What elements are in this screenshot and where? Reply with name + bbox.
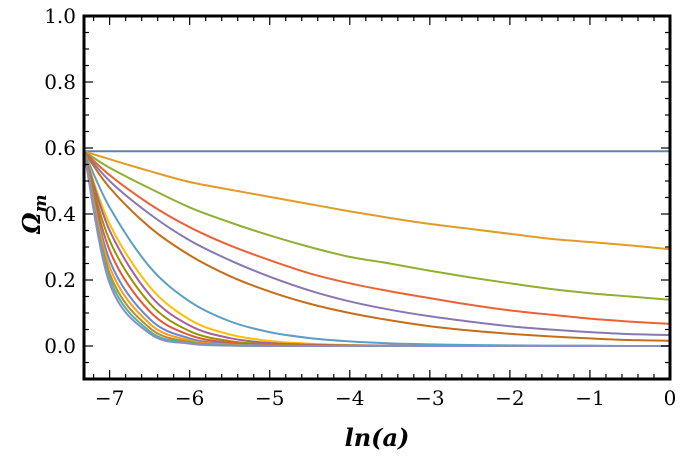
x-tick-label: −5 bbox=[255, 386, 284, 410]
series-line-4 bbox=[84, 150, 670, 325]
series-line-8 bbox=[84, 150, 670, 348]
series-line-15 bbox=[84, 151, 670, 348]
y-tick-label: 0.8 bbox=[44, 70, 76, 94]
x-tick-label: −1 bbox=[575, 386, 604, 410]
series-line-3 bbox=[84, 150, 670, 301]
series-line-11 bbox=[84, 151, 670, 348]
series-line-16 bbox=[84, 151, 670, 348]
series-line-13 bbox=[84, 151, 670, 348]
y-tick-label: 0.0 bbox=[44, 334, 76, 358]
x-tick-label: −7 bbox=[95, 386, 124, 410]
y-tick-label: 1.0 bbox=[44, 4, 76, 28]
y-axis-title: Ωm bbox=[17, 194, 51, 234]
series-line-10 bbox=[84, 151, 670, 348]
series-line-6 bbox=[84, 150, 670, 342]
x-tick-label: −4 bbox=[335, 386, 364, 410]
ticks-layer bbox=[84, 15, 671, 380]
series-line-14 bbox=[84, 151, 670, 348]
series-layer bbox=[84, 150, 670, 348]
y-tick-label: 0.4 bbox=[44, 202, 76, 226]
series-line-5 bbox=[84, 150, 670, 337]
series-line-2 bbox=[84, 150, 670, 251]
y-axis-title-sub: m bbox=[31, 194, 51, 212]
labels-layer: −7 −6 −5 −4 −3 −2 −1 0 0.0 0.2 0.4 0.6 0.8 1.0 bbox=[44, 4, 676, 410]
series-line-9 bbox=[84, 150, 670, 348]
x-tick-label: −6 bbox=[175, 386, 204, 410]
y-tick-label: 0.6 bbox=[44, 136, 76, 160]
series-line-7 bbox=[84, 150, 670, 348]
plot-frame bbox=[82, 14, 672, 381]
x-axis-title: ln(a) bbox=[345, 423, 410, 452]
x-tick-label: −3 bbox=[415, 386, 444, 410]
series-line-12 bbox=[84, 151, 670, 348]
x-tick-label: −2 bbox=[495, 386, 524, 410]
y-axis-title-main: Ω bbox=[17, 212, 46, 235]
y-tick-label: 0.2 bbox=[44, 268, 76, 292]
x-tick-label: 0 bbox=[664, 386, 677, 410]
